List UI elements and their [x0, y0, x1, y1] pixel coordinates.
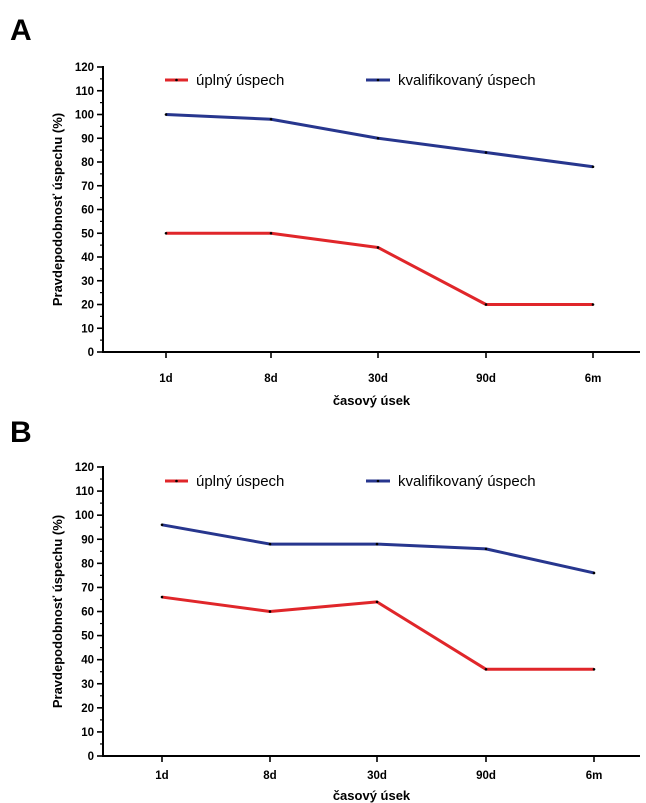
data-point [164, 231, 168, 235]
data-point [591, 303, 595, 306]
x-tick-label: 1d [159, 373, 172, 385]
y-axis-title: Pravdepodobnosť úspechu (%) [50, 515, 65, 708]
data-point [268, 542, 272, 546]
panel-letter: A [10, 14, 32, 47]
legend-marker [376, 479, 380, 483]
y-tick-label: 80 [81, 157, 94, 169]
y-tick-label: 90 [81, 133, 94, 145]
x-axis-title: časový úsek [333, 788, 411, 803]
y-tick-label: 100 [75, 510, 94, 522]
data-point [376, 136, 380, 140]
legend-marker [175, 78, 178, 82]
y-tick-label: 30 [81, 276, 94, 288]
y-tick-label: 30 [81, 679, 94, 691]
x-tick-label: 6m [586, 770, 603, 782]
data-point [376, 246, 380, 249]
legend-label: kvalifikovaný úspech [398, 72, 536, 89]
data-point [484, 668, 488, 671]
data-point [592, 571, 596, 575]
x-tick-label: 30d [368, 373, 388, 385]
chart-panel-b: B 0 10 20 30 40 50 60 70 80 90 100 110 120 1d 8d 30d 90d 6… [10, 416, 640, 803]
y-axis-title: Pravdepodobnosť úspechu (%) [50, 113, 65, 306]
legend-marker [175, 479, 178, 483]
y-tick-label: 110 [75, 86, 94, 98]
chart-panel-a: A 0 10 20 30 40 50 60 70 80 90 100 110 120 1d 8d 30d 90d 6… [10, 14, 640, 408]
y-tick-label: 50 [81, 631, 94, 643]
data-point [164, 113, 168, 116]
y-tick-label: 10 [81, 727, 94, 739]
legend-label: úplný úspech [196, 473, 284, 490]
legend-label: úplný úspech [196, 72, 284, 89]
data-point [269, 231, 273, 235]
series-line-2 [161, 523, 595, 575]
data-point [375, 542, 379, 546]
y-tick-label: 40 [81, 252, 94, 264]
y-tick-label: 20 [81, 703, 94, 715]
data-point [160, 523, 164, 527]
y-tick-label: 60 [81, 205, 94, 217]
data-point [484, 151, 488, 154]
series-line-2 [165, 113, 594, 169]
y-tick-label: 40 [81, 655, 94, 667]
y-tick-label: 50 [81, 228, 94, 240]
x-tick-label: 30d [367, 770, 387, 782]
y-tick-label: 90 [81, 534, 94, 546]
series-line-1 [166, 231, 593, 306]
y-tick-label: 70 [81, 181, 94, 193]
y-tick-label: 70 [81, 582, 94, 594]
data-point [268, 610, 272, 613]
data-point [591, 165, 595, 169]
x-tick-label: 6m [585, 373, 602, 385]
y-tick-label: 80 [81, 558, 94, 570]
x-tick-label: 90d [476, 373, 496, 385]
data-point [375, 600, 379, 604]
series-line-1 [161, 595, 594, 671]
y-tick-label: 20 [81, 300, 94, 312]
y-tick-label: 120 [75, 62, 94, 74]
legend-marker [376, 78, 380, 82]
x-tick-label: 1d [155, 770, 168, 782]
data-point [592, 668, 596, 671]
data-point [269, 117, 273, 121]
y-tick-label: 0 [88, 347, 94, 359]
y-tick-label: 60 [81, 607, 94, 619]
x-axis-title: časový úsek [333, 393, 411, 408]
x-tick-label: 8d [263, 770, 276, 782]
panel-letter: B [10, 416, 32, 449]
data-point [484, 303, 488, 306]
y-tick-label: 120 [75, 462, 94, 474]
x-tick-label: 8d [264, 373, 277, 385]
x-tick-label: 90d [476, 770, 496, 782]
y-tick-label: 0 [88, 751, 94, 763]
legend-label: kvalifikovaný úspech [398, 473, 536, 490]
y-tick-label: 100 [75, 110, 94, 122]
data-point [160, 595, 164, 599]
data-point [484, 547, 488, 551]
y-tick-label: 110 [75, 486, 94, 498]
y-tick-label: 10 [81, 323, 94, 335]
